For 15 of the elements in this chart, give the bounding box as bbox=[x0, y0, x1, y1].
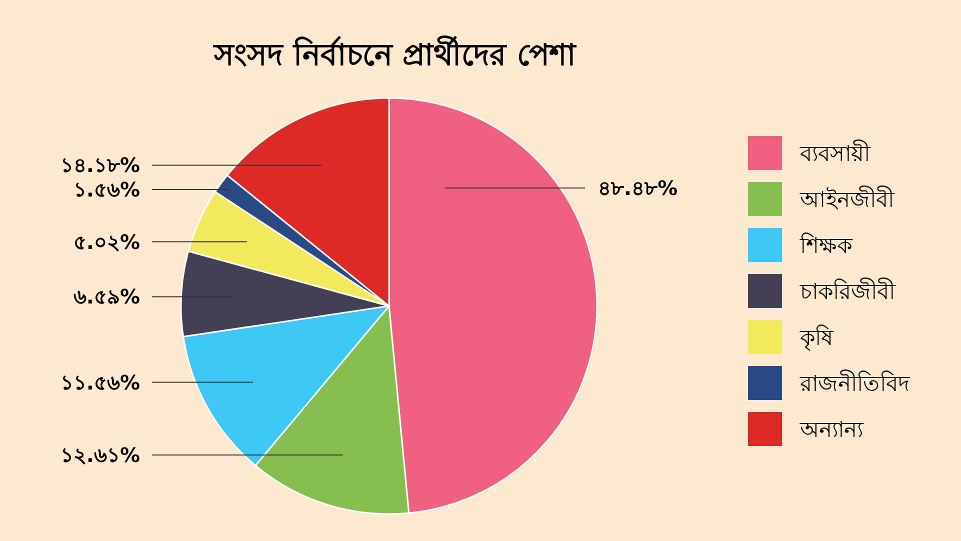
legend-label: অন্যান্য bbox=[799, 418, 864, 443]
legend-label: আইনজীবী bbox=[799, 186, 895, 213]
chart-title: সংসদ নির্বাচনে প্রার্থীদের পেশা bbox=[212, 35, 578, 73]
data-label: ১৪.১৮% bbox=[60, 153, 140, 178]
data-label: ১১.৫৬% bbox=[60, 370, 140, 394]
legend-label: রাজনীতিবিদ bbox=[799, 370, 910, 397]
data-label: ১.৫৬% bbox=[73, 177, 140, 202]
legend-label: চাকরিজীবী bbox=[799, 278, 896, 305]
data-label: ৪৮.৪৮% bbox=[598, 176, 678, 200]
data-label: ১২.৬১% bbox=[60, 443, 140, 467]
data-label: ৬.৫৯% bbox=[73, 284, 140, 309]
legend-label: শিক্ষক bbox=[799, 233, 853, 259]
legend-label: কৃষি bbox=[799, 325, 834, 351]
data-label: ৫.০২% bbox=[73, 230, 140, 254]
legend-label: ব্যবসায়ী bbox=[799, 140, 871, 167]
